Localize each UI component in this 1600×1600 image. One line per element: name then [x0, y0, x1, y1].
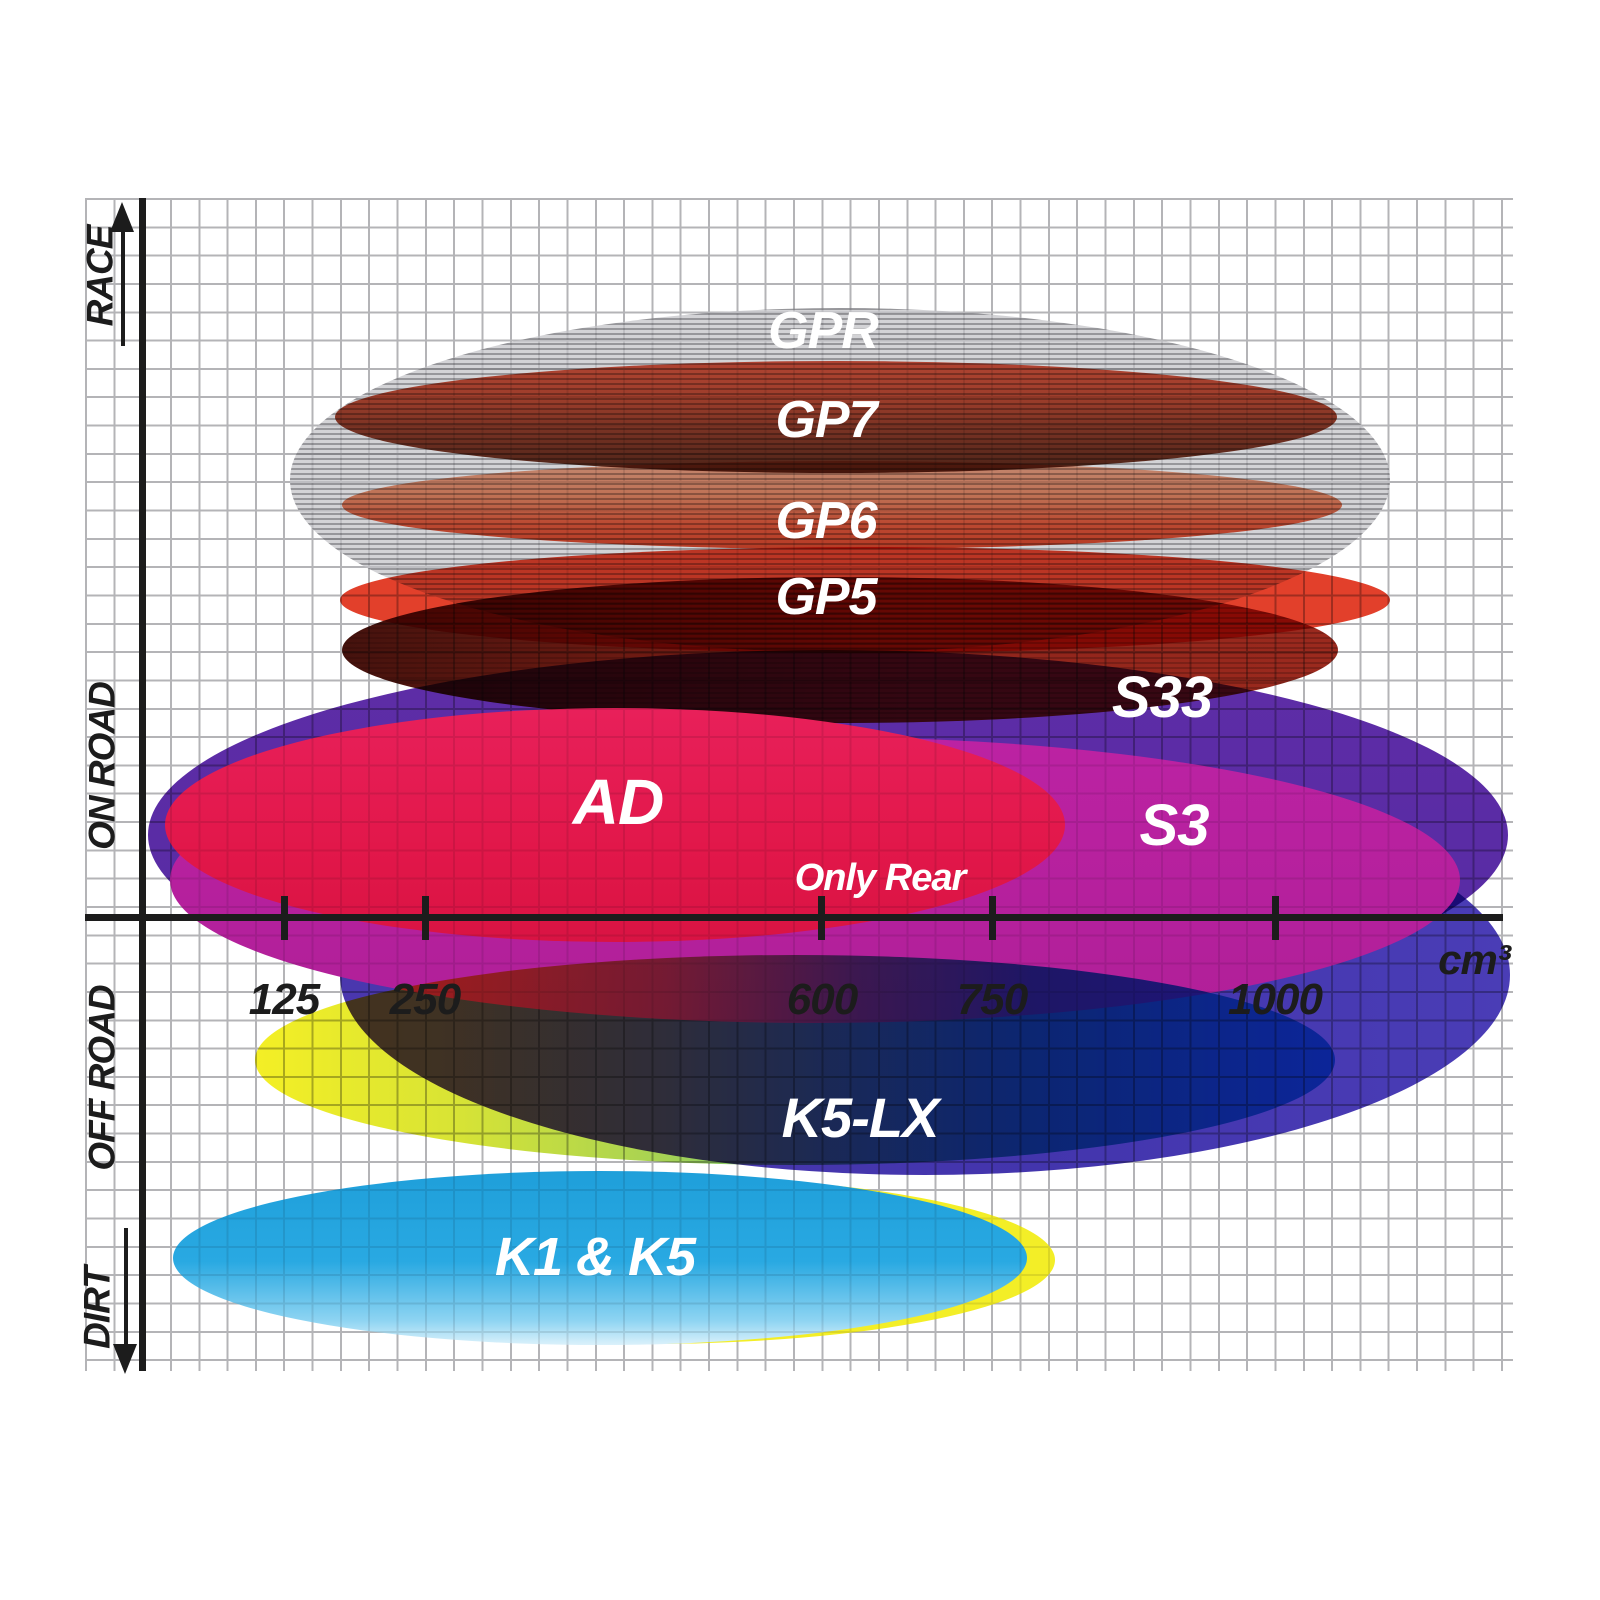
race-arrow-up-icon [110, 202, 134, 232]
tick-750 [989, 896, 996, 940]
label-k1k5: K1 & K5 [494, 1227, 696, 1287]
y-axis-line [139, 198, 146, 1371]
ad-ellipse [165, 708, 1065, 942]
x-axis-line [85, 914, 1503, 921]
tick-600 [818, 896, 825, 940]
gp7-ellipse [335, 361, 1337, 473]
zone-label-on-road: ON ROAD [81, 682, 123, 850]
label-s33: S33 [1111, 665, 1213, 730]
label-gp6: GP6 [775, 492, 877, 550]
gp6-ellipse [342, 461, 1342, 549]
tick-250 [422, 896, 429, 940]
zone-label-dirt: DIRT [76, 1267, 118, 1349]
k5lx-ellipse [255, 955, 1335, 1165]
label-ad: AD [572, 766, 664, 838]
label-gpr: GPR [768, 302, 879, 360]
label-k5lx: K5-LX [781, 1086, 940, 1149]
tick-label-250: 250 [389, 975, 461, 1024]
tick-label-600: 600 [786, 975, 858, 1024]
zone-label-race: RACE [79, 225, 121, 327]
k1k5-ellipse [173, 1171, 1027, 1345]
label-only-rear: Only Rear [794, 857, 967, 899]
dirt-arrow-down-icon [113, 1344, 137, 1374]
tick-label-750: 750 [956, 975, 1028, 1024]
dirt-arrow-down-line [124, 1228, 128, 1348]
tick-125 [281, 896, 288, 940]
tick-label-1000: 1000 [1228, 975, 1323, 1024]
race-arrow-up-line [121, 228, 125, 346]
tick-1000 [1272, 896, 1279, 940]
label-gp5: GP5 [775, 568, 877, 626]
label-gp7: GP7 [775, 391, 877, 449]
tick-label-125: 125 [248, 975, 320, 1024]
label-s3: S3 [1139, 793, 1210, 858]
zone-label-off-road: OFF ROAD [81, 985, 123, 1171]
x-axis-unit-label: cm³ [1438, 936, 1511, 983]
